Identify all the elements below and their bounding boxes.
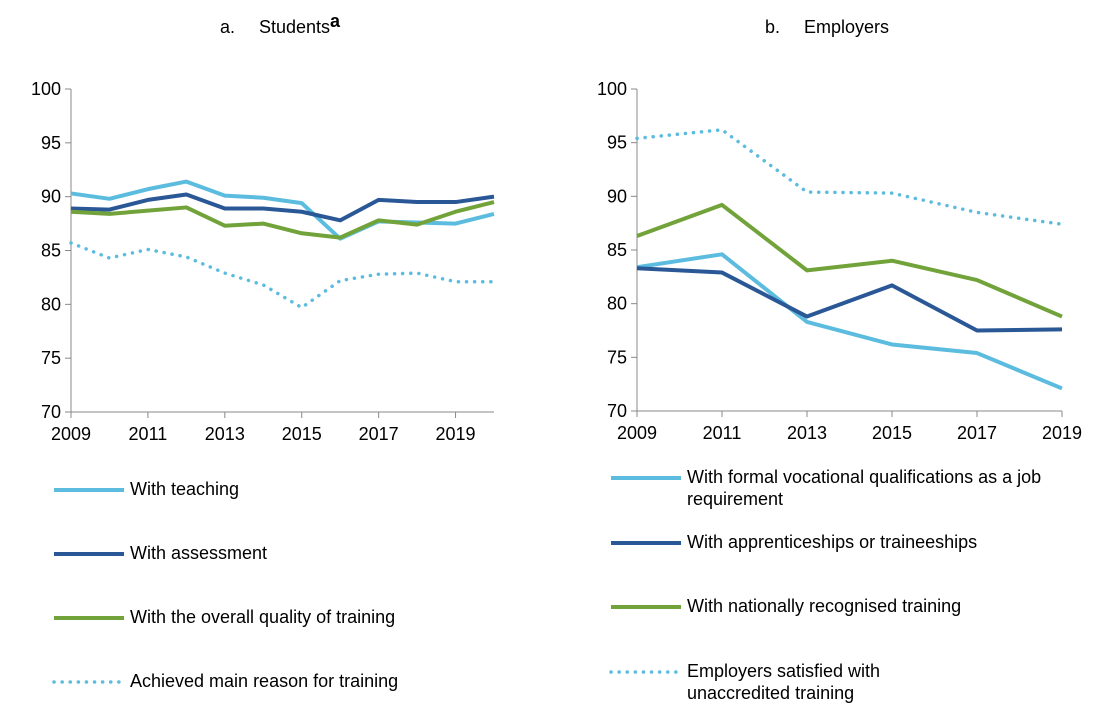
title-footnote: a: [330, 11, 341, 31]
x-tick-label: 2011: [129, 424, 168, 444]
y-tick-label: 100: [31, 79, 61, 99]
legend-swatch: [54, 552, 124, 556]
x-tick-label: 2009: [51, 424, 91, 444]
legend-item: With assessment: [50, 542, 510, 564]
legend-swatch: [609, 669, 683, 674]
x-tick-label: 2019: [1042, 423, 1082, 443]
legend-label: With the overall quality of training: [130, 607, 396, 627]
y-tick-label: 90: [607, 186, 627, 206]
series-line: [70, 200, 495, 240]
series-line: [635, 128, 1064, 226]
chart-title: a. Studentsa: [220, 11, 341, 37]
legend-label: With apprenticeships or traineeships: [687, 531, 978, 552]
legend-item: With apprenticeships or traineeships: [607, 531, 1097, 553]
legend-swatch: [611, 476, 681, 480]
x-tick-label: 2009: [617, 423, 657, 443]
y-tick-label: 70: [607, 401, 627, 421]
legend-label: Employers satisfied with unaccredited tr…: [687, 660, 881, 703]
legend-label: With assessment: [130, 543, 268, 563]
y-tick-label: 75: [607, 347, 627, 367]
legend-item: With nationally recognised training: [607, 595, 1097, 617]
x-tick-label: 2017: [957, 423, 997, 443]
legend-item: With formal vocational qualifications as…: [607, 466, 1097, 510]
series-line: [636, 252, 1063, 391]
y-tick-label: 70: [41, 402, 61, 422]
chart-title: b. Employers: [765, 17, 889, 37]
legend-item: Employers satisfied with unaccredited tr…: [607, 660, 987, 704]
legend-swatch: [54, 488, 124, 492]
legend-swatch: [52, 680, 126, 684]
x-tick-label: 2013: [787, 423, 827, 443]
series-line: [636, 266, 1063, 333]
legend-label: With teaching: [130, 479, 240, 499]
y-tick-label: 95: [41, 133, 61, 153]
x-tick-label: 2017: [359, 424, 399, 444]
series-line: [70, 192, 495, 223]
legend-item: With teaching: [50, 478, 510, 500]
legend-label: With nationally recognised training: [687, 596, 962, 616]
title-text: Students: [259, 17, 330, 37]
panel-label: b.: [765, 17, 780, 37]
title-text: Employers: [804, 17, 889, 37]
series-line: [69, 241, 496, 310]
legend-swatch: [611, 605, 681, 609]
legend-label: Achieved main reason for training: [130, 671, 399, 691]
legend-swatch: [611, 540, 681, 545]
legend-item: Achieved main reason for training: [50, 670, 400, 692]
legend-label: With formal vocational qualifications as…: [687, 467, 1042, 509]
x-tick-label: 2019: [436, 424, 476, 444]
y-tick-label: 85: [41, 241, 61, 261]
y-tick-label: 80: [607, 294, 627, 314]
legend-item: With the overall quality of training: [50, 606, 510, 628]
panel-label: a.: [220, 17, 235, 37]
y-tick-label: 80: [41, 294, 61, 314]
x-tick-label: 2015: [282, 424, 322, 444]
y-tick-label: 90: [41, 187, 61, 207]
y-tick-label: 100: [597, 79, 627, 99]
legend-swatch: [54, 616, 124, 620]
x-tick-label: 2013: [205, 424, 245, 444]
y-tick-label: 75: [41, 348, 61, 368]
x-tick-label: 2015: [872, 423, 912, 443]
x-tick-label: 2011: [703, 423, 742, 443]
series-line: [636, 202, 1063, 319]
y-tick-label: 85: [607, 240, 627, 260]
y-tick-label: 95: [607, 133, 627, 153]
